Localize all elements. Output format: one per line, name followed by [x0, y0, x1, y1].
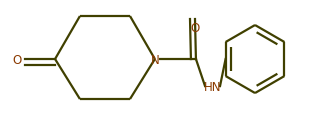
- Text: HN: HN: [204, 80, 222, 93]
- Text: O: O: [12, 53, 21, 66]
- Text: O: O: [190, 21, 200, 34]
- Text: N: N: [151, 53, 159, 66]
